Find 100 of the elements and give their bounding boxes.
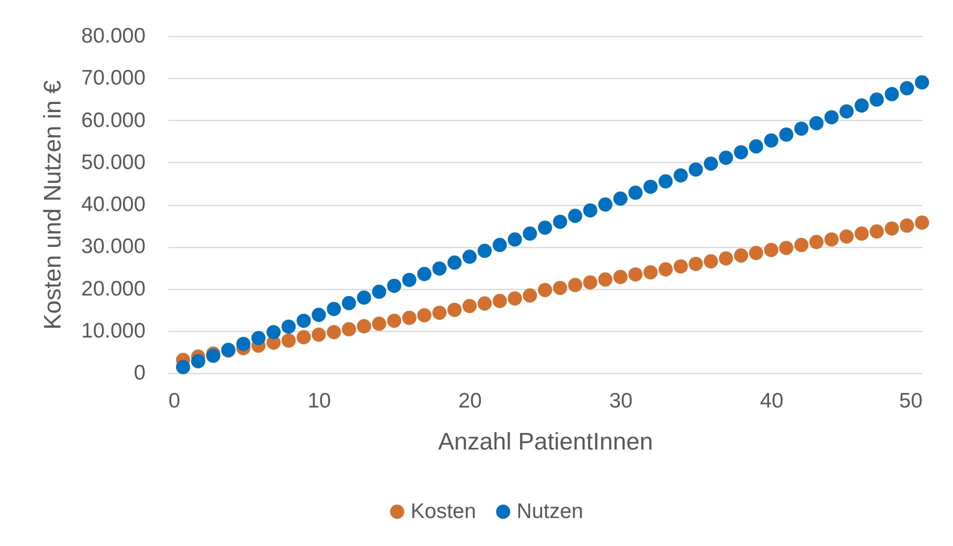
y-tick-label: 0 <box>134 362 146 384</box>
x-tick-label: 10 <box>308 390 331 412</box>
point <box>326 325 341 340</box>
point <box>356 290 372 305</box>
x-tick-label: 30 <box>609 390 633 412</box>
point <box>312 328 326 342</box>
point <box>432 261 447 276</box>
point <box>462 250 477 264</box>
x-tick-label: 40 <box>760 390 784 412</box>
point <box>553 280 568 295</box>
y-tick-label: 70.000 <box>81 66 146 90</box>
point <box>568 208 582 223</box>
point <box>522 226 537 241</box>
point <box>884 87 899 102</box>
point <box>658 262 673 276</box>
point <box>266 325 281 340</box>
y-tick-label: 80.000 <box>81 24 146 48</box>
y-tick-label: 30.000 <box>81 235 146 258</box>
point <box>900 218 914 233</box>
point <box>674 259 688 274</box>
point <box>749 246 764 260</box>
point <box>478 244 492 258</box>
legend-label: Kosten <box>410 500 476 523</box>
point <box>854 226 869 241</box>
point <box>840 104 854 118</box>
point <box>583 275 598 290</box>
point <box>779 128 794 142</box>
point <box>432 306 447 320</box>
point <box>764 242 778 258</box>
point <box>854 98 869 113</box>
y-axis-title: Kosten und Nutzen in € <box>39 80 66 330</box>
point <box>312 308 326 322</box>
point <box>508 291 522 306</box>
point <box>282 334 296 348</box>
point <box>492 294 507 308</box>
point <box>870 92 884 107</box>
point <box>688 162 703 177</box>
point <box>688 256 703 271</box>
point <box>191 354 206 368</box>
x-tick-label: 20 <box>458 390 482 412</box>
point <box>628 186 643 200</box>
y-tick-label: 20.000 <box>81 277 146 300</box>
point <box>387 278 402 293</box>
point <box>840 229 854 244</box>
point <box>779 240 794 255</box>
point <box>538 220 552 235</box>
point <box>598 197 612 212</box>
point <box>553 214 568 229</box>
point <box>447 302 462 317</box>
point <box>492 238 507 252</box>
point <box>809 116 824 130</box>
point <box>718 251 734 266</box>
point <box>417 308 432 322</box>
point <box>914 75 930 90</box>
point <box>824 110 839 124</box>
point <box>643 180 658 194</box>
point <box>658 174 673 188</box>
point <box>447 256 462 270</box>
point <box>342 322 356 336</box>
point <box>764 133 778 148</box>
point <box>643 265 658 280</box>
point <box>794 238 808 252</box>
point <box>522 288 537 303</box>
point <box>296 314 311 328</box>
point <box>628 267 643 282</box>
point <box>176 360 190 374</box>
point <box>372 284 386 299</box>
point <box>356 319 372 334</box>
point <box>884 221 899 236</box>
point <box>674 168 688 182</box>
point <box>704 156 718 171</box>
legend-label: Nutzen <box>516 500 584 523</box>
point <box>568 278 582 292</box>
point <box>372 316 386 331</box>
y-tick-label: 60.000 <box>81 108 146 132</box>
point <box>538 282 552 298</box>
y-tick-label: 40.000 <box>81 193 146 216</box>
point <box>342 296 356 310</box>
point <box>326 302 341 316</box>
point <box>613 270 628 284</box>
point <box>508 232 522 247</box>
point <box>478 296 492 311</box>
x-axis-title: Anzahl PatientInnen <box>438 428 653 456</box>
point <box>900 81 914 96</box>
point <box>236 336 250 351</box>
point <box>387 314 402 328</box>
x-tick-label: 50 <box>899 390 922 412</box>
point <box>402 272 416 287</box>
y-tick-label: 50.000 <box>81 150 146 174</box>
point <box>794 122 808 136</box>
point <box>282 320 296 334</box>
point <box>824 232 839 247</box>
point <box>704 254 718 268</box>
point <box>598 272 612 287</box>
point <box>251 330 266 346</box>
y-tick-label: 10.000 <box>81 319 146 342</box>
point <box>734 145 748 160</box>
point <box>583 203 598 218</box>
x-tick-label: 0 <box>168 390 180 412</box>
point <box>749 139 764 154</box>
